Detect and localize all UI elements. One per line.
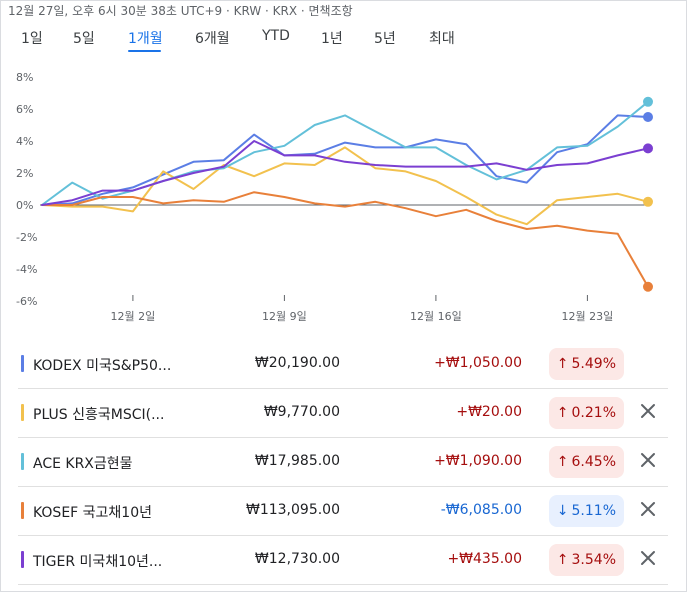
tab-max[interactable]: 최대 xyxy=(429,31,455,47)
holding-row[interactable]: KOSEF 국고채10년 ₩113,095.00 -₩6,085.00 ↓ 5.11% xyxy=(18,487,668,535)
holding-change: +₩1,090.00 xyxy=(434,453,522,469)
row-divider xyxy=(18,486,668,487)
holding-price: ₩12,730.00 xyxy=(254,551,340,567)
up-arrow-icon: ↑ xyxy=(556,552,569,568)
holding-change: +₩20.00 xyxy=(456,404,522,420)
y-tick-label: 4% xyxy=(16,135,33,148)
up-arrow-icon: ↑ xyxy=(556,454,569,470)
row-divider xyxy=(18,388,668,389)
percent-change-badge: ↑ 5.49% xyxy=(548,348,624,380)
series-line-1 xyxy=(41,146,649,226)
percent-change-value: 5.49% xyxy=(571,356,616,372)
tab-1m[interactable]: 1개월 xyxy=(128,31,163,47)
percent-change-badge: ↑ 0.21% xyxy=(548,397,624,429)
y-tick-label: 8% xyxy=(16,71,33,84)
x-tick-label: 12월 9일 xyxy=(262,309,307,323)
timestamp-disclaimer: 12월 27일, 오후 6시 30분 38초 UTC+9 · KRW · KRX… xyxy=(8,4,353,18)
percent-change-value: 6.45% xyxy=(571,454,616,470)
active-tab-indicator xyxy=(128,50,161,52)
x-tick-label: 12월 16일 xyxy=(410,309,462,323)
tab-1y[interactable]: 1년 xyxy=(321,31,343,47)
holding-price: ₩20,190.00 xyxy=(254,355,340,371)
tab-5d[interactable]: 5일 xyxy=(73,31,95,47)
holding-price: ₩17,985.00 xyxy=(254,453,340,469)
series-color-swatch xyxy=(21,502,24,519)
holding-row[interactable]: KODEX 미국S&P50... ₩20,190.00 +₩1,050.00 ↑ 5.4… xyxy=(18,340,668,388)
series-line-3 xyxy=(41,191,649,288)
row-divider xyxy=(18,584,668,585)
tab-1d[interactable]: 1일 xyxy=(21,31,43,47)
series-end-dot-4 xyxy=(643,143,653,154)
percent-change-badge: ↑ 3.54% xyxy=(548,544,624,576)
holding-name[interactable]: KOSEF 국고채10년 xyxy=(33,505,153,521)
range-tabs: 1일 5일 1개월 6개월 YTD 1년 5년 최대 xyxy=(0,28,687,52)
y-tick-label: -6% xyxy=(16,295,37,308)
tab-ytd[interactable]: YTD xyxy=(262,28,290,44)
holding-price: ₩113,095.00 xyxy=(245,502,340,518)
holding-name[interactable]: PLUS 신흥국MSCI(... xyxy=(33,407,165,423)
series-end-dot-3 xyxy=(643,281,653,292)
up-arrow-icon: ↑ xyxy=(556,405,569,421)
percent-change-badge: ↑ 6.45% xyxy=(548,446,624,478)
series-end-dot-1 xyxy=(643,196,653,207)
holding-change: +₩1,050.00 xyxy=(434,355,522,371)
series-end-dot-2 xyxy=(643,96,653,107)
up-arrow-icon: ↑ xyxy=(556,356,569,372)
series-color-swatch xyxy=(21,551,24,568)
series-end-dot-0 xyxy=(643,112,653,122)
percent-change-value: 0.21% xyxy=(571,405,616,421)
series-color-swatch xyxy=(21,453,24,470)
x-tick-label: 12월 23일 xyxy=(562,309,614,323)
y-tick-label: 0% xyxy=(16,199,33,212)
y-tick-label: 6% xyxy=(16,103,33,116)
row-divider xyxy=(18,437,668,438)
holding-change: -₩6,085.00 xyxy=(440,502,522,518)
holding-row[interactable]: ACE KRX금현물 ₩17,985.00 +₩1,090.00 ↑ 6.45% xyxy=(18,438,668,486)
holding-row[interactable]: PLUS 신흥국MSCI(... ₩9,770.00 +₩20.00 ↑ 0.21% xyxy=(18,389,668,437)
percent-change-badge: ↓ 5.11% xyxy=(548,495,624,527)
y-tick-label: -2% xyxy=(16,231,37,244)
close-icon[interactable] xyxy=(638,401,658,421)
close-icon[interactable] xyxy=(638,450,658,470)
y-tick-label: 2% xyxy=(16,167,33,180)
close-icon[interactable] xyxy=(638,548,658,568)
holding-change: +₩435.00 xyxy=(447,551,522,567)
series-line-0 xyxy=(41,114,649,206)
percent-change-value: 5.11% xyxy=(571,503,616,519)
holding-name[interactable]: KODEX 미국S&P50... xyxy=(33,358,172,374)
row-divider xyxy=(18,535,668,536)
percent-change-value: 3.54% xyxy=(571,552,616,568)
x-tick-label: 12월 2일 xyxy=(111,309,156,323)
holding-name[interactable]: TIGER 미국채10년... xyxy=(33,554,163,570)
series-line-4 xyxy=(41,140,649,206)
tab-6m[interactable]: 6개월 xyxy=(195,31,230,47)
comparison-line-chart: 8% 6% 4% 2% 0% -2% -4% -6% 12월 2일 12월 9일 12월 16일 12… xyxy=(16,71,653,323)
series-color-swatch xyxy=(21,404,24,421)
tab-5y[interactable]: 5년 xyxy=(374,31,396,47)
holding-price: ₩9,770.00 xyxy=(263,404,340,420)
holding-row[interactable]: TIGER 미국채10년... ₩12,730.00 +₩435.00 ↑ 3.54% xyxy=(18,536,668,584)
close-icon[interactable] xyxy=(638,499,658,519)
holding-name[interactable]: ACE KRX금현물 xyxy=(33,456,133,472)
series-color-swatch xyxy=(21,355,24,372)
down-arrow-icon: ↓ xyxy=(556,503,569,519)
y-tick-label: -4% xyxy=(16,263,37,276)
